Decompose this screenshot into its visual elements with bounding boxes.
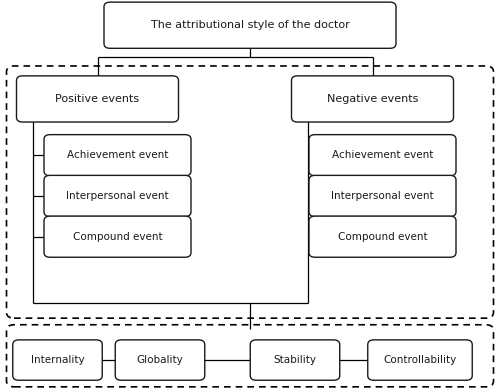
Text: Stability: Stability bbox=[274, 355, 316, 365]
FancyBboxPatch shape bbox=[44, 216, 191, 257]
Text: Compound event: Compound event bbox=[72, 232, 162, 242]
FancyBboxPatch shape bbox=[6, 66, 494, 318]
FancyBboxPatch shape bbox=[309, 135, 456, 176]
FancyBboxPatch shape bbox=[115, 340, 205, 380]
Text: Globality: Globality bbox=[136, 355, 184, 365]
FancyBboxPatch shape bbox=[44, 175, 191, 217]
FancyBboxPatch shape bbox=[104, 2, 396, 48]
Text: Compound event: Compound event bbox=[338, 232, 428, 242]
FancyBboxPatch shape bbox=[44, 135, 191, 176]
Text: Achievement event: Achievement event bbox=[332, 150, 433, 160]
Text: Interpersonal event: Interpersonal event bbox=[66, 191, 169, 201]
FancyBboxPatch shape bbox=[368, 340, 472, 380]
FancyBboxPatch shape bbox=[6, 325, 494, 387]
Text: The attributional style of the doctor: The attributional style of the doctor bbox=[150, 20, 350, 30]
FancyBboxPatch shape bbox=[292, 76, 454, 122]
FancyBboxPatch shape bbox=[309, 175, 456, 217]
Text: Internality: Internality bbox=[30, 355, 84, 365]
FancyBboxPatch shape bbox=[250, 340, 340, 380]
Text: Negative events: Negative events bbox=[327, 94, 418, 104]
Text: Controllability: Controllability bbox=[384, 355, 456, 365]
FancyBboxPatch shape bbox=[16, 76, 178, 122]
Text: Interpersonal event: Interpersonal event bbox=[331, 191, 434, 201]
FancyBboxPatch shape bbox=[13, 340, 102, 380]
Text: Achievement event: Achievement event bbox=[67, 150, 168, 160]
FancyBboxPatch shape bbox=[309, 216, 456, 257]
Text: Positive events: Positive events bbox=[56, 94, 140, 104]
